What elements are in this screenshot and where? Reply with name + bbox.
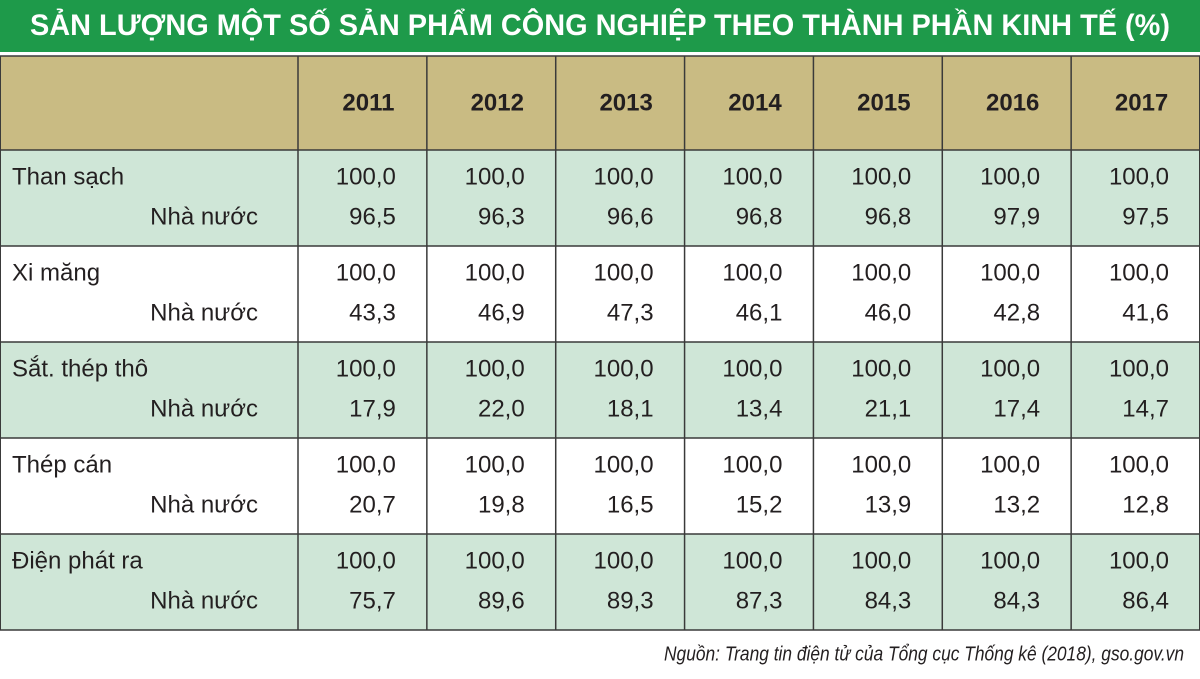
total-value: 100,0 — [851, 259, 911, 286]
state-value: 14,7 — [1122, 395, 1169, 422]
row-background — [0, 438, 1200, 534]
column-header: 2016 — [986, 89, 1039, 116]
state-value: 21,1 — [865, 395, 912, 422]
total-value: 100,0 — [722, 451, 782, 478]
state-value: 75,7 — [349, 587, 396, 614]
row-background — [0, 534, 1200, 630]
row-label: Điện phát ra — [12, 547, 143, 574]
state-value: 89,6 — [478, 587, 525, 614]
total-value: 100,0 — [851, 355, 911, 382]
total-value: 100,0 — [980, 451, 1040, 478]
state-value: 96,3 — [478, 203, 525, 230]
row-background — [0, 150, 1200, 246]
total-value: 100,0 — [722, 163, 782, 190]
total-value: 100,0 — [594, 259, 654, 286]
state-value: 86,4 — [1122, 587, 1169, 614]
state-value: 13,4 — [736, 395, 783, 422]
state-value: 15,2 — [736, 491, 783, 518]
state-value: 96,8 — [865, 203, 912, 230]
state-value: 97,5 — [1122, 203, 1169, 230]
total-value: 100,0 — [1109, 163, 1169, 190]
total-value: 100,0 — [594, 451, 654, 478]
total-value: 100,0 — [1109, 259, 1169, 286]
column-header: 2014 — [728, 89, 782, 116]
row-sublabel: Nhà nước — [150, 491, 258, 518]
row-sublabel: Nhà nước — [150, 395, 258, 422]
total-value: 100,0 — [851, 163, 911, 190]
state-value: 13,9 — [865, 491, 912, 518]
total-value: 100,0 — [980, 163, 1040, 190]
total-value: 100,0 — [851, 547, 911, 574]
state-value: 22,0 — [478, 395, 525, 422]
state-value: 17,4 — [993, 395, 1040, 422]
state-value: 16,5 — [607, 491, 654, 518]
title-bar — [0, 0, 1200, 52]
total-value: 100,0 — [465, 355, 525, 382]
row-label: Thép cán — [12, 451, 112, 478]
state-value: 87,3 — [736, 587, 783, 614]
column-header: 2011 — [342, 89, 394, 116]
total-value: 100,0 — [980, 547, 1040, 574]
state-value: 46,9 — [478, 299, 525, 326]
state-value: 12,8 — [1122, 491, 1169, 518]
total-value: 100,0 — [980, 355, 1040, 382]
state-value: 84,3 — [993, 587, 1040, 614]
state-value: 46,0 — [865, 299, 912, 326]
column-header: 2017 — [1115, 89, 1168, 116]
header-row — [0, 56, 1200, 150]
state-value: 42,8 — [993, 299, 1040, 326]
state-value: 17,9 — [349, 395, 396, 422]
state-value: 47,3 — [607, 299, 654, 326]
total-value: 100,0 — [336, 451, 396, 478]
total-value: 100,0 — [336, 163, 396, 190]
row-label: Than sạch — [12, 163, 124, 190]
total-value: 100,0 — [722, 355, 782, 382]
total-value: 100,0 — [722, 259, 782, 286]
row-label: Sắt. thép thô — [12, 355, 148, 382]
state-value: 43,3 — [349, 299, 396, 326]
total-value: 100,0 — [594, 547, 654, 574]
row-sublabel: Nhà nước — [150, 299, 258, 326]
row-background — [0, 342, 1200, 438]
total-value: 100,0 — [336, 547, 396, 574]
total-value: 100,0 — [851, 451, 911, 478]
row-sublabel: Nhà nước — [150, 587, 258, 614]
total-value: 100,0 — [465, 547, 525, 574]
column-header: 2013 — [599, 89, 652, 116]
total-value: 100,0 — [1109, 355, 1169, 382]
state-value: 89,3 — [607, 587, 654, 614]
total-value: 100,0 — [980, 259, 1040, 286]
row-label: Xi măng — [12, 259, 100, 286]
total-value: 100,0 — [722, 547, 782, 574]
total-value: 100,0 — [1109, 451, 1169, 478]
column-header: 2012 — [471, 89, 524, 116]
total-value: 100,0 — [465, 259, 525, 286]
title: SẢN LƯỢNG MỘT SỐ SẢN PHẨM CÔNG NGHIỆP TH… — [30, 8, 1170, 42]
row-background — [0, 246, 1200, 342]
total-value: 100,0 — [336, 355, 396, 382]
state-value: 46,1 — [736, 299, 783, 326]
state-value: 20,7 — [349, 491, 396, 518]
total-value: 100,0 — [465, 451, 525, 478]
total-value: 100,0 — [594, 355, 654, 382]
state-value: 41,6 — [1122, 299, 1169, 326]
state-value: 84,3 — [865, 587, 912, 614]
state-value: 18,1 — [607, 395, 654, 422]
total-value: 100,0 — [1109, 547, 1169, 574]
state-value: 96,5 — [349, 203, 396, 230]
total-value: 100,0 — [465, 163, 525, 190]
row-sublabel: Nhà nước — [150, 203, 258, 230]
state-value: 19,8 — [478, 491, 525, 518]
state-value: 96,6 — [607, 203, 654, 230]
state-value: 13,2 — [993, 491, 1040, 518]
state-value: 96,8 — [736, 203, 783, 230]
state-value: 97,9 — [993, 203, 1040, 230]
column-header: 2015 — [857, 89, 910, 116]
total-value: 100,0 — [594, 163, 654, 190]
total-value: 100,0 — [336, 259, 396, 286]
source: Nguồn: Trang tin điện tử của Tổng cục Th… — [664, 643, 1184, 665]
